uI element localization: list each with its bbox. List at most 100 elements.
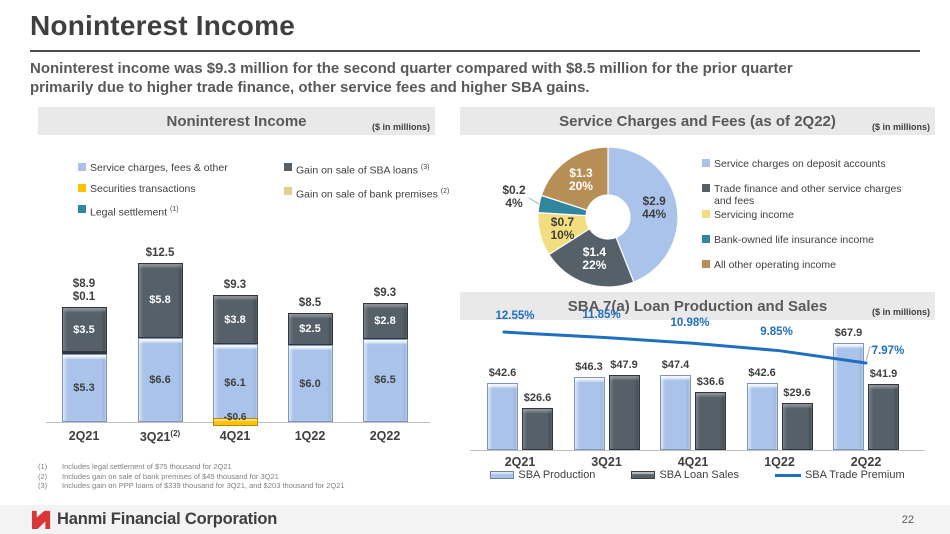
bar-segment-label: $5.8 <box>149 294 171 307</box>
legend-item: Trade finance and other service charges … <box>702 183 902 207</box>
axis-label: 2Q21 <box>504 455 536 469</box>
legend-item: All other operating income <box>702 259 902 271</box>
bar <box>781 403 813 450</box>
footer-brand: Hanmi Financial Corporation <box>57 510 278 528</box>
axis-label: 3Q21 <box>591 455 622 469</box>
pie-slice-label: $1.4 22% <box>582 245 607 272</box>
sba-chart-title: SBA 7(a) Loan Production and Sales <box>567 297 828 315</box>
noninterest-income-chart: $5.3 $3.5 $8.9 $0.1 2Q21 $6.6 $5.8 $12.5 3Q21(2)… <box>38 230 438 465</box>
legend-item: SBA Loan Sales <box>631 469 739 481</box>
pie-slice-pct: 44% <box>642 207 667 222</box>
noninterest-income-chart-title: Noninterest Income <box>166 112 307 130</box>
legend-swatch-icon <box>702 184 710 192</box>
bar-segment: $2.5 <box>287 313 333 346</box>
bar-segment-label: $3.5 <box>73 323 95 336</box>
footnote-number: (2) <box>38 471 48 481</box>
legend-label: Servicing income <box>714 209 794 221</box>
bar-total-label: $9.3 <box>373 286 397 299</box>
pie-slice-pct: 22% <box>582 257 607 272</box>
legend-item: Gain on sale of SBA loans (3) <box>284 162 449 177</box>
bar-segment: $6.1 <box>212 343 258 422</box>
legend-swatch-icon <box>631 471 656 479</box>
legend-item: Securities transactions <box>78 183 270 195</box>
bar-total-label: $12.5 <box>145 247 175 260</box>
axis-label: 3Q21(2) <box>139 429 181 445</box>
bar-segment: $5.3 <box>61 354 107 422</box>
footnote: (2) Includes gain on sale of bank premis… <box>38 472 345 482</box>
axis-label: 2Q22 <box>850 455 882 469</box>
legend-item: Service charges, fees & other <box>78 162 270 174</box>
legend-item: Gain on sale of bank premises (2) <box>284 186 449 201</box>
axis-label: 1Q22 <box>294 429 326 443</box>
bar <box>522 408 553 450</box>
trade-premium-label: 11.85% <box>582 308 621 321</box>
bar-total-label: $8.5 <box>298 297 322 310</box>
subtitle-line-1: Noninterest income was $9.3 million for … <box>30 60 793 77</box>
bar <box>660 375 691 450</box>
legend-item: Servicing income <box>702 209 902 221</box>
legend-item: Legal settlement (1) <box>78 204 270 219</box>
legend-label: Trade finance and other service charges … <box>714 183 902 207</box>
legend-label: Service charges on deposit accounts <box>714 158 886 170</box>
footer: Hanmi Financial Corporation 22 <box>0 505 950 534</box>
pie-slice-label: $2.9 44% <box>642 195 666 221</box>
bar-total-label: $8.9 <box>72 278 96 291</box>
subtitle-line-2: primarily due to higher trade finance, o… <box>30 79 590 96</box>
bar-total-label: $9.3 <box>223 279 247 292</box>
legend-column: Gain on sale of SBA loans (3) Gain on sal… <box>284 162 449 219</box>
pie-slice-pct: 10% <box>550 227 575 242</box>
legend-label: SBA Trade Premium <box>804 469 905 481</box>
legend-swatch-icon <box>702 210 710 218</box>
footnote-text: Includes gain on sale of bank premises o… <box>62 471 279 481</box>
sba-legend: SBA Production SBA Loan Sales SBA Trade Pr… <box>460 469 935 481</box>
legend-swatch-icon <box>78 184 86 192</box>
hanmi-logo-icon <box>31 510 51 530</box>
bar-segment-label: $2.5 <box>299 323 321 336</box>
footnote-number: (1) <box>38 462 48 471</box>
pie-slice-value: $0.2 <box>502 183 526 197</box>
pie-slice-pct: 20% <box>568 178 593 193</box>
legend-item: Bank-owned life insurance income <box>702 234 902 246</box>
bar <box>695 392 726 450</box>
noninterest-income-panel-header: Noninterest Income ($ in millions) <box>38 107 435 135</box>
service-charges-legend: Service charges on deposit accounts Trade… <box>702 158 902 284</box>
units-label: ($ in millions) <box>371 122 430 132</box>
sba-chart: $42.6 $26.6 2Q21 $46.3 $47.9 3Q21 $47.4 $36.6 4Q… <box>460 300 935 490</box>
bar-segment-label: $3.8 <box>224 313 246 326</box>
trade-premium-label: 10.98% <box>670 317 710 330</box>
bar-value-label: $42.6 <box>748 366 776 379</box>
units-label: ($ in millions) <box>871 122 930 132</box>
pie-slice-value: $2.9 <box>642 194 666 209</box>
pie-slice <box>540 146 609 211</box>
bar-segment-label: $2.8 <box>374 314 396 327</box>
legend-label: SBA Loan Sales <box>659 469 739 481</box>
bar-segment: $5.8 <box>137 263 183 338</box>
trade-premium-label: 9.85% <box>760 325 793 338</box>
bar-segment: $3.5 <box>61 307 107 353</box>
bar-segment-label: $6.6 <box>149 373 171 386</box>
legend-swatch-icon <box>702 260 710 268</box>
service-charges-panel-header: Service Charges and Fees (as of 2Q22) ($… <box>460 107 935 135</box>
bar-segment: $2.8 <box>362 302 408 339</box>
footnotes: (1) Includes legal settlement of $75 tho… <box>38 462 345 491</box>
legend-item: Service charges on deposit accounts <box>702 158 902 170</box>
legend-label: Gain on sale of SBA loans (3) <box>296 164 430 177</box>
axis-label: 4Q21 <box>677 455 709 469</box>
bar-segment-negative <box>212 418 258 426</box>
bar-value-label: $42.6 <box>488 366 517 379</box>
sba-panel-header: SBA 7(a) Loan Production and Sales ($ in… <box>460 292 935 320</box>
legend-label: Service charges, fees & other <box>90 162 228 174</box>
bar-secondary-label: $0.1 <box>72 291 96 304</box>
legend-item: SBA Trade Premium <box>774 469 905 481</box>
legend-item: SBA Production <box>490 469 595 481</box>
service-charges-pie <box>528 146 679 288</box>
bar-value-label: $36.6 <box>696 376 725 389</box>
bar-segment: $6.0 <box>287 345 333 422</box>
legend-label: Bank-owned life insurance income <box>714 234 874 246</box>
pie-slice-label: $0.2 4% <box>502 184 525 210</box>
bar-value-label: $67.9 <box>834 327 863 340</box>
bar <box>833 343 864 450</box>
axis-label: 1Q22 <box>764 455 795 469</box>
bar-segment-label: $6.0 <box>299 377 321 390</box>
bar <box>868 384 899 450</box>
